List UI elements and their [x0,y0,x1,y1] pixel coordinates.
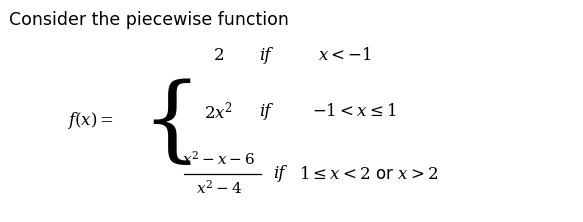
Text: if: if [259,103,271,119]
Text: $-1<x\leq1$: $-1<x\leq1$ [312,102,396,120]
Text: Consider the piecewise function: Consider the piecewise function [9,11,289,29]
Text: $x^2-x-6$: $x^2-x-6$ [182,150,255,168]
Text: $2x^2$: $2x^2$ [204,100,233,122]
Text: $x<-1$: $x<-1$ [318,46,371,65]
Text: $2$: $2$ [213,46,224,65]
Text: $1\leq x<2$ or $x>2$: $1\leq x<2$ or $x>2$ [299,165,438,183]
Text: if: if [273,165,285,182]
Text: $\{$: $\{$ [141,78,191,170]
Text: if: if [259,47,271,64]
Text: $f(x)=$: $f(x)=$ [67,111,114,131]
Text: $x^2-4$: $x^2-4$ [196,179,241,196]
